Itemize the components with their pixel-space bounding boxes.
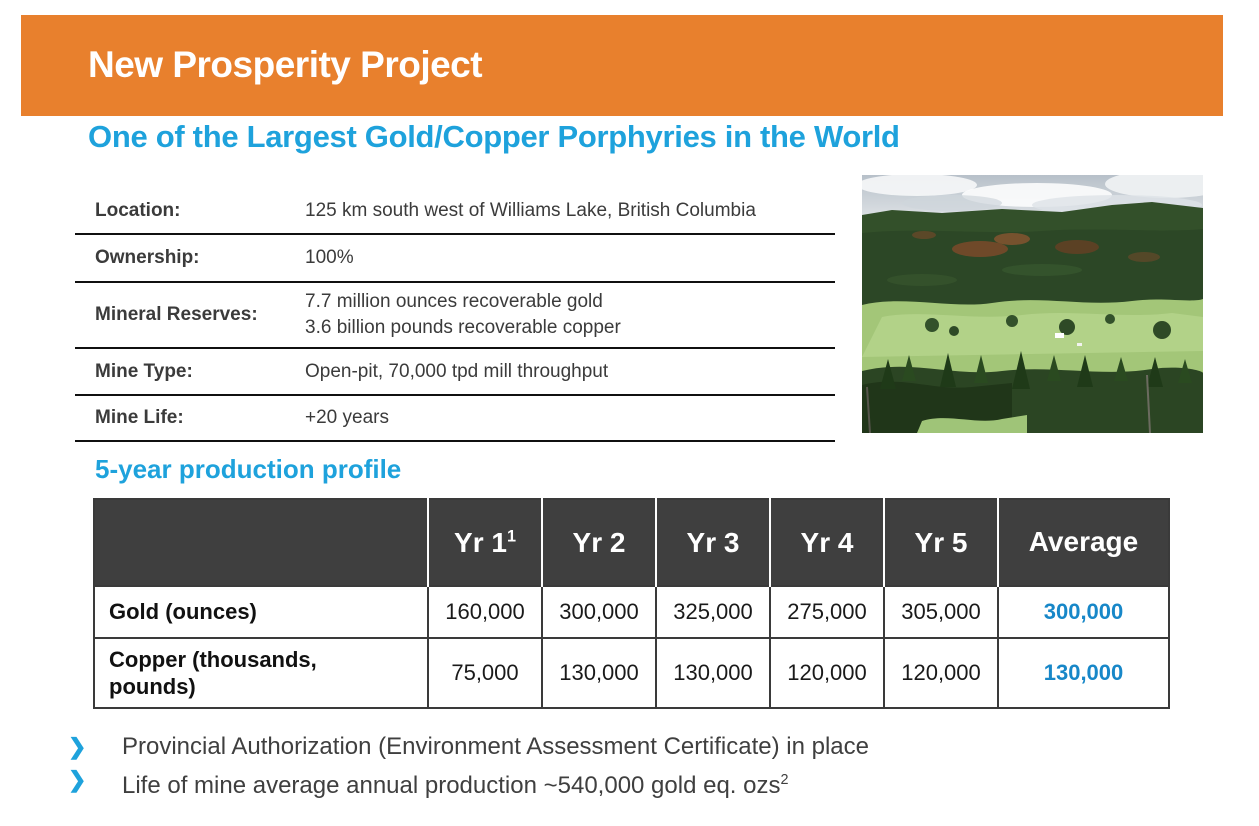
production-heading: 5-year production profile bbox=[95, 454, 402, 484]
production-value-cell: 120,000 bbox=[883, 637, 999, 709]
info-value: Open-pit, 70,000 tpd mill throughput bbox=[305, 359, 608, 385]
info-label: Mine Type: bbox=[95, 360, 193, 382]
info-row: Mineral Reserves: 7.7 million ounces reco… bbox=[75, 283, 835, 349]
production-value-cell: 325,000 bbox=[655, 585, 771, 639]
slide-title: New Prosperity Project bbox=[88, 44, 483, 85]
distant-forest bbox=[862, 202, 1203, 330]
production-header-row: Yr 11 Yr 2 Yr 3 Yr 4 Yr 5 Average bbox=[94, 499, 1170, 586]
info-row: Mine Life: +20 years bbox=[75, 396, 835, 442]
production-value-cell: 305,000 bbox=[883, 585, 999, 639]
production-value-cell: 130,000 bbox=[541, 637, 657, 709]
production-value-cell: 300,000 bbox=[541, 585, 657, 639]
production-col-header: Yr 5 bbox=[884, 499, 999, 586]
chevron-bullet-icon: ❯ bbox=[68, 767, 87, 792]
info-value: 125 km south west of Williams Lake, Brit… bbox=[305, 198, 756, 224]
production-col-header: Yr 2 bbox=[542, 499, 657, 586]
info-value-line: 3.6 billion pounds recoverable copper bbox=[305, 317, 621, 338]
production-value-cell: 160,000 bbox=[427, 585, 543, 639]
info-value: +20 years bbox=[305, 405, 389, 431]
production-value-cell: 130,000 bbox=[655, 637, 771, 709]
production-average-cell: 300,000 bbox=[997, 585, 1170, 639]
info-value-line: 100% bbox=[305, 247, 354, 268]
info-value-line: 125 km south west of Williams Lake, Brit… bbox=[305, 199, 756, 221]
info-value-line: +20 years bbox=[305, 407, 389, 428]
production-col-header: Yr 4 bbox=[770, 499, 885, 586]
production-value-cell: 275,000 bbox=[769, 585, 885, 639]
foreground-trees bbox=[862, 351, 1203, 433]
bullet-list: ❯ Provincial Authorization (Environment A… bbox=[66, 731, 869, 803]
production-average-cell: 130,000 bbox=[997, 637, 1170, 709]
forest-landscape-image bbox=[862, 175, 1203, 433]
production-row-label: Gold (ounces) bbox=[93, 585, 429, 639]
production-corner-cell bbox=[94, 499, 429, 586]
production-row-label: Copper (thousands, pounds) bbox=[93, 637, 429, 709]
title-bar: New Prosperity Project bbox=[21, 15, 1223, 116]
info-label: Ownership: bbox=[95, 247, 200, 268]
info-row: Ownership: 100% bbox=[75, 235, 835, 283]
info-label: Mine Life: bbox=[95, 407, 184, 428]
info-value: 7.7 million ounces recoverable gold 3.6 b… bbox=[305, 289, 621, 341]
info-value-line: Open-pit, 70,000 tpd mill throughput bbox=[305, 360, 609, 382]
bullet-item: ❯ Provincial Authorization (Environment A… bbox=[66, 731, 869, 763]
project-site-photo bbox=[862, 175, 1203, 433]
info-value: 100% bbox=[305, 245, 354, 271]
chevron-bullet-icon: ❯ bbox=[68, 734, 87, 759]
info-label: Location: bbox=[95, 199, 181, 221]
info-label: Mineral Reserves: bbox=[95, 304, 258, 325]
bullet-item: ❯ Life of mine average annual production … bbox=[66, 764, 869, 802]
production-col-header: Yr 3 bbox=[656, 499, 771, 586]
production-value-cell: 120,000 bbox=[769, 637, 885, 709]
project-info-table: Location: 125 km south west of Williams L… bbox=[75, 188, 835, 442]
info-row: Mine Type: Open-pit, 70,000 tpd mill thro… bbox=[75, 349, 835, 396]
bullet-text: Life of mine average annual production ~… bbox=[122, 772, 789, 799]
production-row: Gold (ounces) 160,000 300,000 325,000 275,00… bbox=[93, 585, 1170, 639]
production-col-header: Average bbox=[998, 499, 1170, 586]
info-row: Location: 125 km south west of Williams L… bbox=[75, 188, 835, 235]
production-col-header: Yr 11 bbox=[428, 499, 543, 586]
production-table: Yr 11 Yr 2 Yr 3 Yr 4 Yr 5 Average Gold (ounces… bbox=[93, 498, 1170, 709]
production-value-cell: 75,000 bbox=[427, 637, 543, 709]
production-row: Copper (thousands, pounds) 75,000 130,000 1… bbox=[93, 637, 1170, 709]
info-value-line: 7.7 million ounces recoverable gold bbox=[305, 291, 603, 312]
subtitle: One of the Largest Gold/Copper Porphyrie… bbox=[88, 119, 900, 154]
bullet-text: Provincial Authorization (Environment As… bbox=[122, 733, 869, 760]
